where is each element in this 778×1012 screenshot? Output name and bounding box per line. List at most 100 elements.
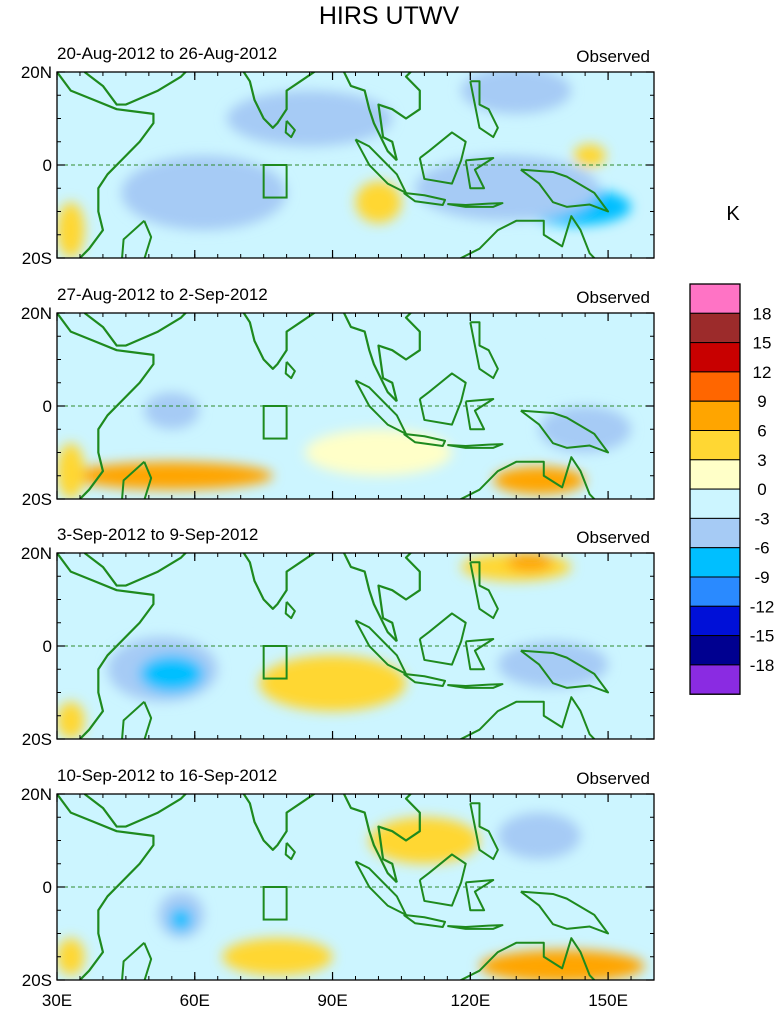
coastline (464, 879, 495, 912)
coastlines (57, 553, 610, 739)
colorbar-swatch (689, 342, 741, 373)
anomaly-area (304, 429, 452, 476)
colorbar-swatch (689, 517, 741, 549)
colorbar-label: -9 (754, 568, 769, 587)
anomaly-field (57, 72, 654, 258)
reference-box (262, 645, 288, 680)
coastline (377, 313, 421, 402)
colorbar-frame (689, 283, 741, 695)
anomaly-area (121, 155, 287, 231)
coastline (418, 853, 467, 907)
coastline (57, 794, 155, 980)
coastline (458, 456, 596, 499)
panel-observed-label: Observed (576, 528, 650, 547)
x-tick-label: 120E (450, 991, 490, 1010)
coastline (447, 683, 504, 689)
panel-observed-label: Observed (576, 47, 650, 66)
y-tick-label: 20N (21, 785, 52, 804)
panel-period: 20-Aug-2012 to 26-Aug-2012 (57, 44, 277, 63)
anomaly-area (57, 443, 85, 499)
coastline (242, 72, 316, 129)
coastline (242, 553, 316, 610)
panel-3: 20N 0 20S 3-Sep-2012 to 9-Sep-2012 Observed (21, 525, 655, 749)
anomaly-area (121, 826, 287, 883)
y-tick-label: 0 (43, 637, 52, 656)
anomaly-area (497, 641, 609, 688)
coastline (342, 794, 398, 884)
panel-4: 20N 0 20S 10-Sep-2012 to 16-Sep-2012 Observe… (21, 766, 655, 1010)
coastline (83, 72, 188, 106)
x-tick-label: 150E (588, 991, 628, 1010)
coastline (520, 168, 610, 213)
panel-observed-label: Observed (576, 288, 650, 307)
coastline (57, 553, 155, 739)
anomaly-area (57, 938, 85, 976)
colorbar: K 18 15 12 9 6 3 0 -3 -6 -9 -12 -15 -18 (689, 203, 775, 695)
panel-1: 20N 0 20S 20-Aug-2012 to 26-Aug-2012 Observe… (21, 44, 655, 268)
anomaly-area (222, 938, 333, 976)
coastline (469, 561, 499, 620)
figure-title: HIRS UTWV (319, 2, 460, 30)
coastline (284, 120, 296, 139)
coastline (447, 924, 504, 930)
anomaly-area (139, 655, 204, 693)
coastline (520, 649, 610, 694)
coastline (242, 313, 316, 370)
panel-period: 3-Sep-2012 to 9-Sep-2012 (57, 525, 258, 544)
anomaly-area (171, 557, 356, 614)
colorbar-label: 6 (757, 422, 766, 441)
coastline (242, 794, 316, 851)
y-tick-label: 20N (21, 544, 52, 563)
y-tick-label: 20N (21, 304, 52, 323)
coastline (57, 313, 155, 499)
coastline (121, 701, 153, 739)
panel-observed-label: Observed (576, 769, 650, 788)
y-tick-label: 0 (43, 397, 52, 416)
colorbar-label: -15 (750, 627, 775, 646)
coastline (447, 202, 504, 208)
colorbar-label: 0 (757, 480, 766, 499)
anomaly-field (57, 794, 654, 980)
anomaly-area (497, 812, 581, 860)
coastline (83, 794, 188, 828)
coastline (377, 553, 421, 642)
anomaly-area (57, 202, 85, 258)
coastline (57, 72, 155, 258)
coastline (342, 313, 398, 403)
coastline (403, 913, 447, 928)
colorbar-swatch (689, 664, 741, 695)
coastline (342, 553, 398, 643)
coastline (469, 321, 499, 380)
x-tick-label: 60E (180, 991, 210, 1010)
anomaly-area (479, 949, 645, 980)
colorbar-swatch (689, 312, 741, 344)
y-tick-label: 20S (22, 490, 52, 509)
colorbar-swatch (689, 576, 741, 607)
coastline (284, 601, 296, 620)
coastline (458, 937, 596, 980)
coastline (377, 794, 421, 883)
anomaly-area (57, 701, 85, 739)
colorbar-swatch (689, 283, 741, 314)
coastline (403, 432, 447, 447)
anomaly-area (125, 326, 310, 393)
coastline (284, 842, 296, 861)
reference-box (262, 405, 288, 440)
colorbar-swatch (689, 430, 741, 461)
colorbar-swatch (689, 605, 741, 637)
colorbar-label: -18 (750, 656, 775, 675)
anomaly-area (493, 466, 586, 495)
colorbar-swatch (689, 371, 741, 402)
colorbar-swatch (689, 400, 741, 432)
anomaly-field (57, 313, 654, 499)
coastline (447, 443, 504, 449)
colorbar-swatch (689, 635, 741, 666)
coastline (464, 398, 495, 431)
coastline (342, 72, 398, 162)
anomaly-area (144, 392, 200, 430)
coastlines (57, 794, 610, 980)
colorbar-label: 3 (757, 451, 766, 470)
colorbar-label: 9 (757, 392, 766, 411)
coastline (464, 157, 495, 190)
